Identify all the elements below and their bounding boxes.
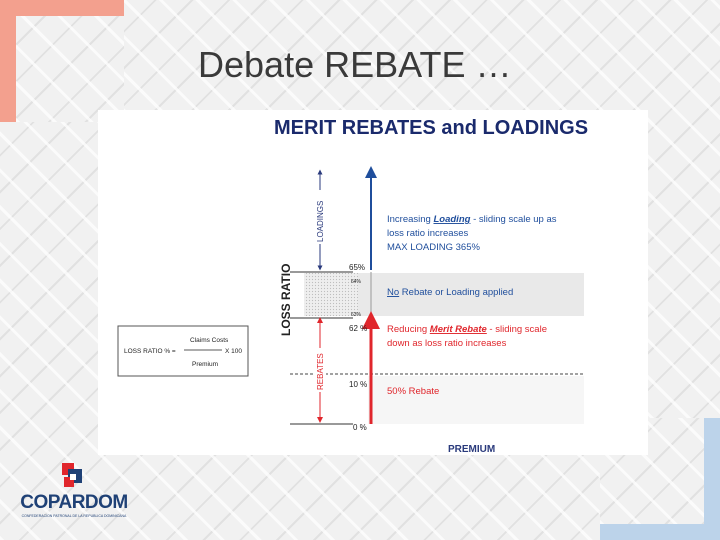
logo-subtitle: CONFEDERACION PATRONAL DE LA REPUBLICA D… xyxy=(21,514,127,518)
rebates-label: REBATES xyxy=(316,353,325,390)
level-label-63: 63% xyxy=(351,312,362,318)
level-label-62: 62 % xyxy=(349,324,367,333)
corner-decoration-top-left xyxy=(0,0,124,122)
loadings-label: LOADINGS xyxy=(316,201,325,242)
level-label-10: 10 % xyxy=(349,380,367,389)
rebates-label-bg xyxy=(314,348,326,392)
loading-text-line1: Increasing Loading - sliding scale up as xyxy=(387,214,557,225)
merit-rebates-diagram: MERIT REBATES and LOADINGS LOSS RATIO LO… xyxy=(117,117,588,455)
copardom-logo: COPARDOM CONFEDERACION PATRONAL DE LA RE… xyxy=(18,460,130,524)
rebate-text-line1: Reducing Merit Rebate - sliding scale xyxy=(387,324,547,335)
axis-label-loss-ratio: LOSS RATIO xyxy=(279,264,293,336)
level-label-64: 64% xyxy=(351,279,362,285)
slide-title: Debate REBATE … xyxy=(198,44,512,85)
loading-text-line2: loss ratio increases xyxy=(387,228,469,239)
neutral-text: No Rebate or Loading applied xyxy=(387,287,513,298)
level-label-0: 0 % xyxy=(353,423,367,432)
logo-mark-icon xyxy=(62,463,82,487)
rebate-text: Reducing Merit Rebate - sliding scale do… xyxy=(387,324,550,349)
level-label-65: 65% xyxy=(349,263,365,272)
formula-denominator: Premium xyxy=(192,361,218,368)
formula-multiplier: X 100 xyxy=(225,348,242,355)
loading-text: Increasing Loading - sliding scale up as… xyxy=(387,214,559,253)
premium-label: PREMIUM xyxy=(448,444,495,455)
fifty-band xyxy=(368,376,584,424)
neutral-band-right xyxy=(358,273,584,316)
formula-numerator: Claims Costs xyxy=(190,337,229,344)
loss-ratio-formula: LOSS RATIO % = Claims Costs X 100 Premiu… xyxy=(117,325,249,377)
diagram-panel: MERIT REBATES and LOADINGS LOSS RATIO LO… xyxy=(98,110,648,455)
formula-lhs: LOSS RATIO % = xyxy=(124,348,176,355)
formula-box xyxy=(117,325,249,377)
diagram-heading: MERIT REBATES and LOADINGS xyxy=(274,117,588,139)
logo-name: COPARDOM xyxy=(20,492,128,513)
loading-text-line3: MAX LOADING 365% xyxy=(387,242,480,253)
loadings-label-bg xyxy=(314,190,326,244)
fifty-rebate-text: 50% Rebate xyxy=(387,386,439,397)
rebate-text-line2: down as loss ratio increases xyxy=(387,338,507,349)
